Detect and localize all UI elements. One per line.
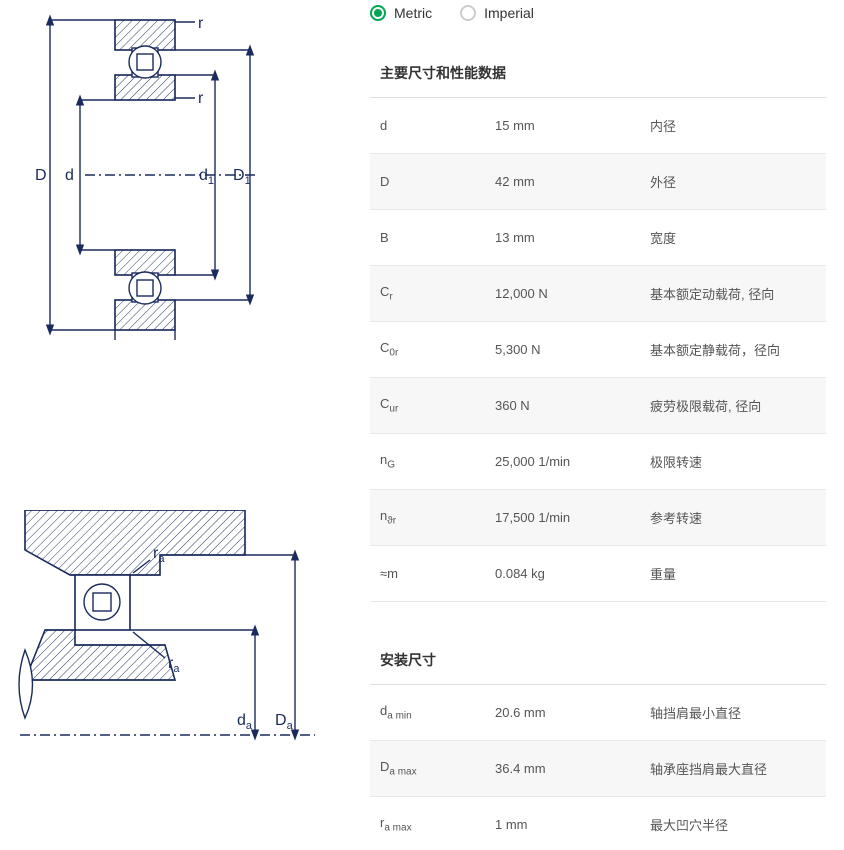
- row-description: 基本额定动载荷, 径向: [640, 266, 826, 322]
- row-symbol: ra max: [370, 797, 485, 850]
- mounting-dimensions-table: da min20.6 mm轴挡肩最小直径Da max36.4 mm轴承座挡肩最大…: [370, 685, 826, 850]
- row-description: 外径: [640, 154, 826, 210]
- units-selector: Metric Imperial: [370, 5, 826, 21]
- label-da: da: [237, 712, 253, 732]
- row-symbol: da min: [370, 685, 485, 741]
- row-symbol: ≈m: [370, 546, 485, 602]
- row-value: 36.4 mm: [485, 741, 640, 797]
- mounting-dimensions-diagram: ra ra da Da: [15, 510, 315, 760]
- row-symbol: Cr: [370, 266, 485, 322]
- section-main-title: 主要尺寸和性能数据: [370, 49, 826, 98]
- row-value: 12,000 N: [485, 266, 640, 322]
- bearing-cross-section-diagram: D d d1 D1 r r B: [15, 10, 315, 340]
- table-row: D42 mm外径: [370, 154, 826, 210]
- row-value: 20.6 mm: [485, 685, 640, 741]
- row-value: 15 mm: [485, 98, 640, 154]
- row-value: 42 mm: [485, 154, 640, 210]
- imperial-radio[interactable]: Imperial: [460, 5, 534, 21]
- table-row: d15 mm内径: [370, 98, 826, 154]
- row-description: 基本额定静载荷，径向: [640, 322, 826, 378]
- label-d: d: [65, 167, 74, 184]
- label-d1: d1: [199, 167, 214, 187]
- row-description: 重量: [640, 546, 826, 602]
- table-row: Cur360 N疲劳极限载荷, 径向: [370, 378, 826, 434]
- table-row: ≈m0.084 kg重量: [370, 546, 826, 602]
- row-symbol: Cur: [370, 378, 485, 434]
- imperial-label: Imperial: [484, 5, 534, 21]
- table-row: ra max1 mm最大凹穴半径: [370, 797, 826, 850]
- row-description: 宽度: [640, 210, 826, 266]
- label-r-top: r: [198, 15, 204, 32]
- table-row: nϑr17,500 1/min参考转速: [370, 490, 826, 546]
- label-D: D: [35, 167, 47, 184]
- label-r-bot: r: [198, 90, 204, 107]
- row-description: 极限转速: [640, 434, 826, 490]
- row-description: 内径: [640, 98, 826, 154]
- row-description: 参考转速: [640, 490, 826, 546]
- row-symbol: nG: [370, 434, 485, 490]
- row-symbol: C0r: [370, 322, 485, 378]
- row-symbol: Da max: [370, 741, 485, 797]
- table-row: Da max36.4 mm轴承座挡肩最大直径: [370, 741, 826, 797]
- row-value: 0.084 kg: [485, 546, 640, 602]
- table-row: B13 mm宽度: [370, 210, 826, 266]
- row-description: 最大凹穴半径: [640, 797, 826, 850]
- row-symbol: D: [370, 154, 485, 210]
- metric-radio[interactable]: Metric: [370, 5, 432, 21]
- row-value: 13 mm: [485, 210, 640, 266]
- row-description: 疲劳极限载荷, 径向: [640, 378, 826, 434]
- table-row: nG25,000 1/min极限转速: [370, 434, 826, 490]
- row-value: 1 mm: [485, 797, 640, 850]
- row-value: 25,000 1/min: [485, 434, 640, 490]
- label-Da: Da: [275, 712, 294, 732]
- row-symbol: nϑr: [370, 490, 485, 546]
- radio-selected-icon: [370, 5, 386, 21]
- row-value: 17,500 1/min: [485, 490, 640, 546]
- row-symbol: d: [370, 98, 485, 154]
- row-description: 轴挡肩最小直径: [640, 685, 826, 741]
- section-mounting-title: 安装尺寸: [370, 636, 826, 685]
- table-row: Cr12,000 N基本额定动载荷, 径向: [370, 266, 826, 322]
- metric-label: Metric: [394, 5, 432, 21]
- main-dimensions-table: d15 mm内径D42 mm外径B13 mm宽度Cr12,000 N基本额定动载…: [370, 98, 826, 602]
- row-description: 轴承座挡肩最大直径: [640, 741, 826, 797]
- table-row: C0r5,300 N基本额定静载荷，径向: [370, 322, 826, 378]
- table-row: da min20.6 mm轴挡肩最小直径: [370, 685, 826, 741]
- row-value: 5,300 N: [485, 322, 640, 378]
- row-symbol: B: [370, 210, 485, 266]
- label-D1: D1: [233, 167, 251, 187]
- row-value: 360 N: [485, 378, 640, 434]
- radio-unselected-icon: [460, 5, 476, 21]
